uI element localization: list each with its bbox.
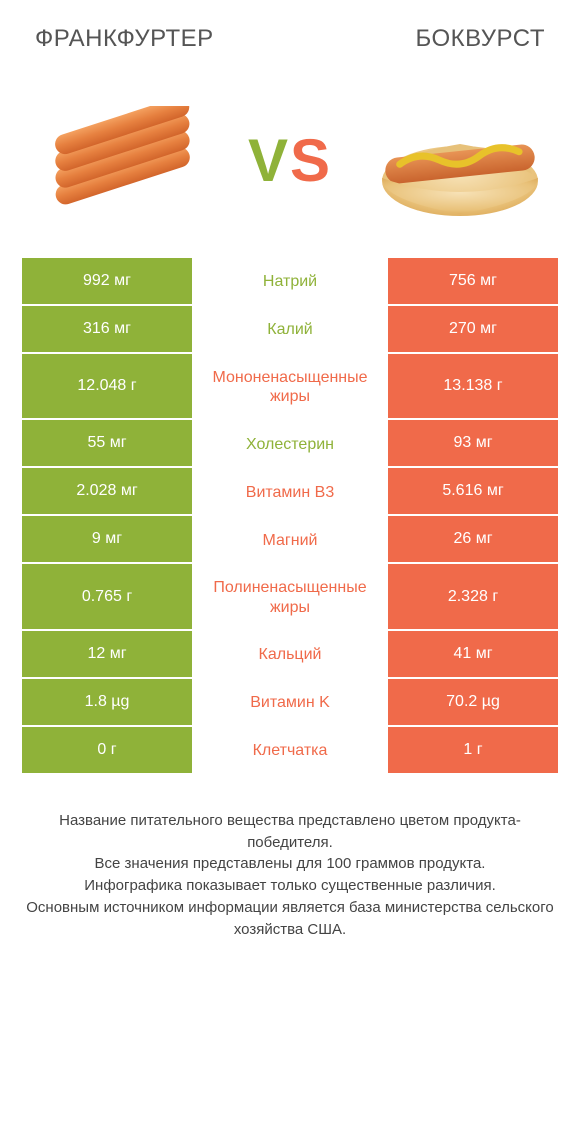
right-value: 270 мг (388, 306, 558, 354)
nutrient-label: Магний (192, 516, 388, 564)
left-value: 0.765 г (22, 564, 192, 630)
vs-label: VS (248, 126, 332, 195)
comparison-table: 992 мгНатрий756 мг316 мгКалий270 мг12.04… (0, 258, 580, 775)
table-row: 0.765 гПолиненасыщенные жиры2.328 г (22, 564, 558, 630)
footer-line-1: Название питательного вещества представл… (25, 810, 555, 854)
left-value: 55 мг (22, 420, 192, 468)
table-row: 12 мгКальций41 мг (22, 631, 558, 679)
nutrient-label: Клетчатка (192, 727, 388, 775)
left-value: 992 мг (22, 258, 192, 306)
footer-notes: Название питательного вещества представл… (0, 775, 580, 941)
nutrient-label: Холестерин (192, 420, 388, 468)
vs-v-letter: V (248, 127, 290, 194)
nutrient-label: Натрий (192, 258, 388, 306)
left-value: 9 мг (22, 516, 192, 564)
table-row: 55 мгХолестерин93 мг (22, 420, 558, 468)
right-value: 26 мг (388, 516, 558, 564)
table-row: 12.048 гМононенасыщенные жиры13.138 г (22, 354, 558, 420)
left-value: 0 г (22, 727, 192, 775)
nutrient-label: Калий (192, 306, 388, 354)
table-row: 0 гКлетчатка1 г (22, 727, 558, 775)
table-row: 2.028 мгВитамин B35.616 мг (22, 468, 558, 516)
nutrient-label: Витамин B3 (192, 468, 388, 516)
right-value: 1 г (388, 727, 558, 775)
footer-line-2: Все значения представлены для 100 граммо… (25, 853, 555, 875)
right-value: 756 мг (388, 258, 558, 306)
nutrient-label: Мононенасыщенные жиры (192, 354, 388, 420)
header-row: ФРАНКФУРТЕР БОКВУРСТ (0, 0, 580, 68)
frankfurter-image (30, 91, 210, 231)
left-value: 12.048 г (22, 354, 192, 420)
left-value: 316 мг (22, 306, 192, 354)
right-value: 70.2 µg (388, 679, 558, 727)
right-value: 41 мг (388, 631, 558, 679)
left-value: 2.028 мг (22, 468, 192, 516)
vs-s-letter: S (290, 127, 332, 194)
bockwurst-icon (370, 96, 550, 226)
right-value: 5.616 мг (388, 468, 558, 516)
nutrient-label: Кальций (192, 631, 388, 679)
footer-line-3: Инфографика показывает только существенн… (25, 875, 555, 897)
left-product-title: ФРАНКФУРТЕР (35, 25, 214, 53)
left-value: 1.8 µg (22, 679, 192, 727)
right-value: 93 мг (388, 420, 558, 468)
right-value: 13.138 г (388, 354, 558, 420)
left-value: 12 мг (22, 631, 192, 679)
table-row: 1.8 µgВитамин K70.2 µg (22, 679, 558, 727)
table-row: 316 мгКалий270 мг (22, 306, 558, 354)
frankfurter-icon (33, 106, 208, 216)
nutrient-label: Полиненасыщенные жиры (192, 564, 388, 630)
bockwurst-image (370, 91, 550, 231)
nutrient-label: Витамин K (192, 679, 388, 727)
table-row: 9 мгМагний26 мг (22, 516, 558, 564)
images-row: VS (0, 68, 580, 258)
right-product-title: БОКВУРСТ (415, 25, 545, 53)
footer-line-4: Основным источником информации является … (25, 897, 555, 941)
table-row: 992 мгНатрий756 мг (22, 258, 558, 306)
right-value: 2.328 г (388, 564, 558, 630)
